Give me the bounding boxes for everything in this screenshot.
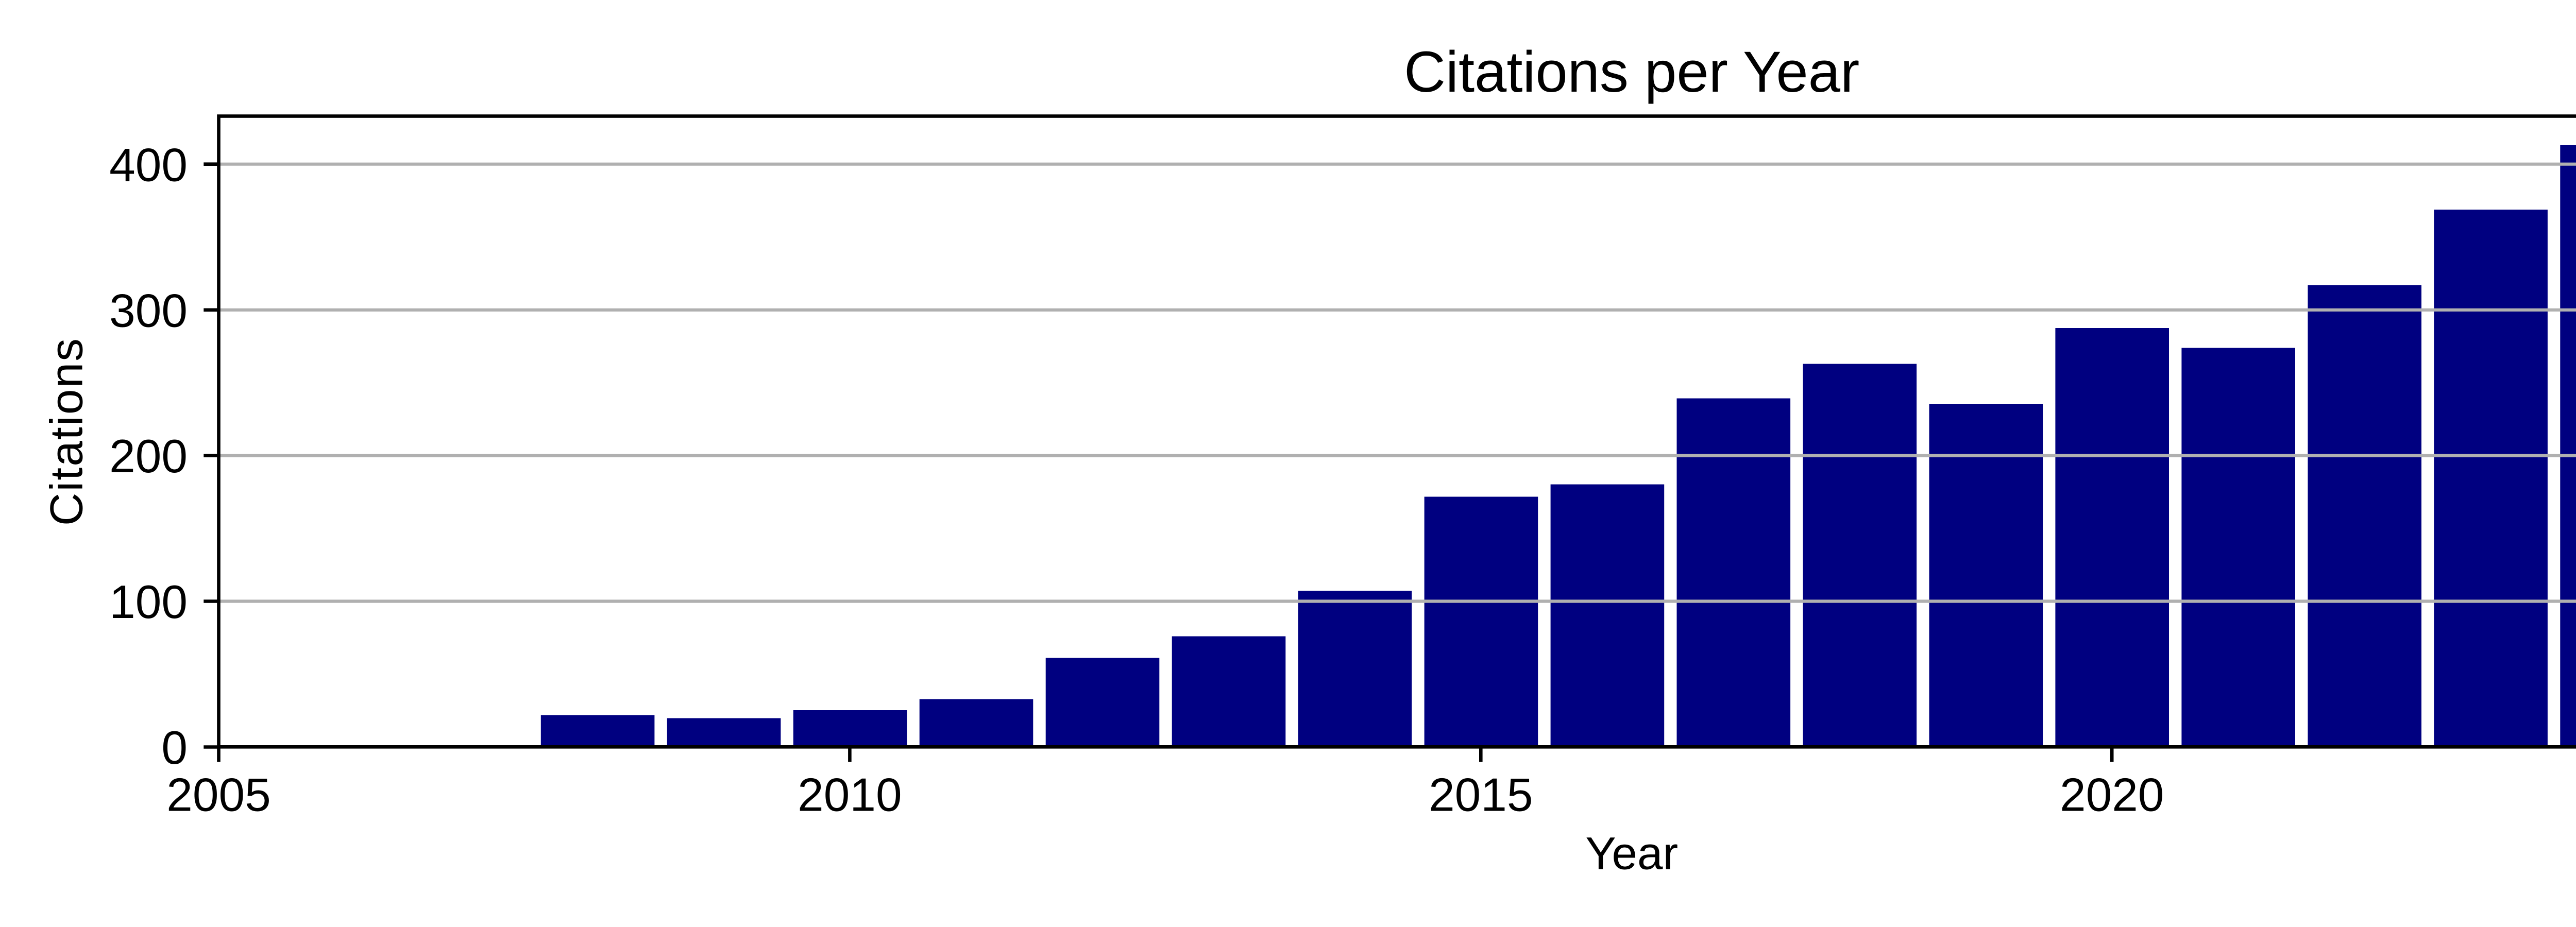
svg-text:300: 300 [109,285,188,337]
svg-text:Year: Year [1585,828,1678,879]
svg-text:Citations per Year: Citations per Year [1404,40,1859,104]
svg-text:0: 0 [161,722,188,774]
svg-text:2015: 2015 [1429,769,1533,821]
svg-text:400: 400 [109,139,188,191]
svg-text:100: 100 [109,576,188,628]
svg-text:200: 200 [109,431,188,483]
svg-text:2005: 2005 [166,769,270,821]
svg-text:Citations: Citations [41,337,92,526]
svg-text:2020: 2020 [2060,769,2164,821]
svg-text:2010: 2010 [798,769,902,821]
